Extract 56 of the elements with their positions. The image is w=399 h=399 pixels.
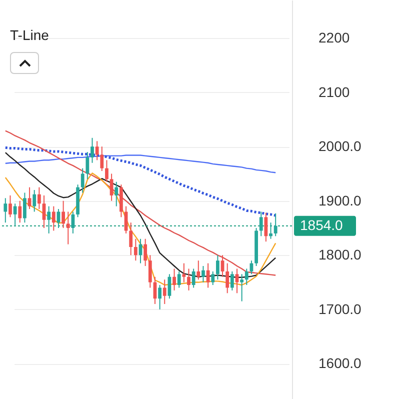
candlestick xyxy=(37,186,41,210)
candlestick xyxy=(192,268,196,288)
y-tick-label: 1900.0 xyxy=(318,192,362,208)
candlestick xyxy=(187,268,190,291)
y-tick-label: 1700.0 xyxy=(318,300,362,317)
candlestick xyxy=(8,194,12,218)
candlestick xyxy=(86,152,90,180)
candlestick xyxy=(202,266,205,283)
candlestick xyxy=(129,222,133,256)
candlestick xyxy=(226,262,230,294)
candlestick xyxy=(134,238,138,262)
candlestick xyxy=(144,238,148,266)
candlestick xyxy=(158,284,162,310)
candlestick xyxy=(32,190,36,212)
candlestick xyxy=(13,203,17,226)
candlestick xyxy=(264,212,268,242)
y-tick-label: 1800.0 xyxy=(318,246,362,263)
candlestick xyxy=(168,274,172,300)
candlestick xyxy=(196,260,200,280)
y-tick-label: 2100 xyxy=(318,84,350,100)
candlestick xyxy=(42,194,46,228)
candlestick xyxy=(80,168,84,194)
candlestick xyxy=(172,268,176,291)
candlestick xyxy=(95,140,99,161)
candlestick xyxy=(47,206,51,234)
candlestick xyxy=(100,146,104,172)
candlestick xyxy=(62,200,66,228)
candlestick xyxy=(148,254,152,288)
candlestick xyxy=(240,274,244,302)
annotation: T-Line xyxy=(10,27,49,43)
candlestick xyxy=(211,270,215,286)
candlestick xyxy=(230,270,234,291)
candlestick xyxy=(244,268,248,286)
y-tick-label: 1600.0 xyxy=(318,355,362,372)
candlestick xyxy=(66,211,70,245)
candlestick xyxy=(177,270,181,288)
candlestick xyxy=(52,206,56,232)
candlestick xyxy=(114,181,118,207)
candlestick xyxy=(23,192,26,224)
candlestick xyxy=(28,186,32,210)
candlestick xyxy=(162,279,166,304)
y-tick-label: 2000.0 xyxy=(318,138,362,154)
candlestick xyxy=(105,160,108,182)
candlestick xyxy=(182,262,186,283)
candlestick xyxy=(110,173,114,202)
candlestick xyxy=(235,268,239,294)
candlestick xyxy=(18,200,22,224)
candlestick xyxy=(269,222,272,240)
candlestick xyxy=(4,198,8,224)
candlestick xyxy=(90,137,94,164)
candlestick xyxy=(216,254,220,280)
y-tick-label: 2200 xyxy=(318,30,350,46)
line-series xyxy=(4,146,277,217)
candlestick xyxy=(274,212,278,237)
ref-line-label: 1854.0 xyxy=(300,216,344,233)
candlestick xyxy=(259,211,263,237)
